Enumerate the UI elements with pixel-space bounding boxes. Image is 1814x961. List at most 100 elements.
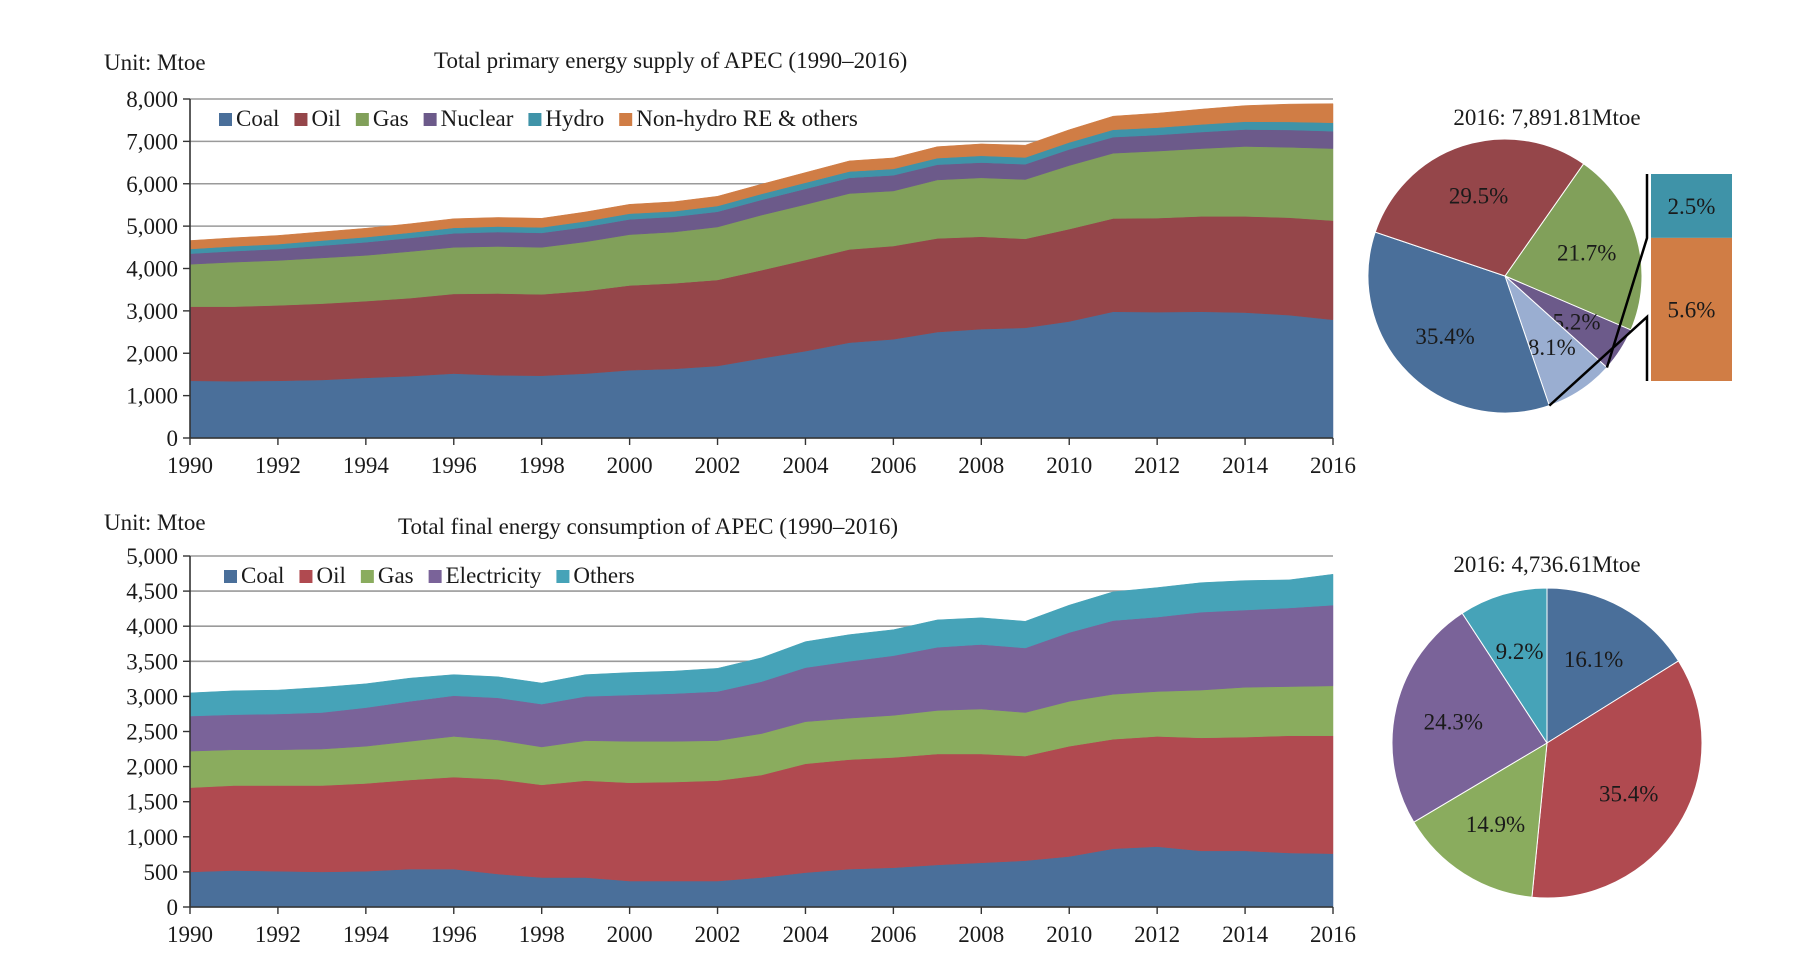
bottom-xtick-label: 1992	[255, 922, 301, 947]
top-legend-label-non-hydro-re-others: Non-hydro RE & others	[636, 106, 858, 131]
top-legend-label-hydro: Hydro	[545, 106, 604, 131]
bottom-xtick-label: 2016	[1310, 922, 1356, 947]
bottom-pie-slice	[1413, 742, 1548, 898]
primary-supply-pie: 2016: 7,891.81Mtoe 21.7%5.2%8.1%35.4%29.…	[1367, 105, 1732, 414]
top-unit-label: Unit: Mtoe	[104, 50, 206, 75]
bottom-pie-slice-label: 24.3%	[1424, 709, 1483, 734]
bottom-ytick-label: 3,500	[126, 649, 178, 674]
top-ytick-label: 7,000	[126, 129, 178, 154]
top-xtick-label: 2014	[1222, 453, 1269, 478]
bottom-xtick-label: 2008	[958, 922, 1004, 947]
bottom-xtick-label: 2010	[1046, 922, 1092, 947]
top-legend-label-nuclear: Nuclear	[441, 106, 514, 131]
bottom-xtick-label: 2012	[1134, 922, 1180, 947]
top-xtick-label: 2016	[1310, 453, 1356, 478]
top-xtick-label: 2006	[870, 453, 916, 478]
bottom-ytick-label: 4,500	[126, 579, 178, 604]
top-xtick-label: 2000	[607, 453, 653, 478]
top-xtick-label: 1990	[167, 453, 213, 478]
bottom-legend: Coal Oil Gas Electricity Others	[224, 563, 635, 588]
bottom-xtick-label: 1994	[343, 922, 390, 947]
bottom-xtick-label: 2004	[782, 922, 829, 947]
top-xtick-label: 2010	[1046, 453, 1092, 478]
top-ytick-label: 2,000	[126, 341, 178, 366]
bottom-ytick-label: 2,500	[126, 720, 178, 745]
top-legend-swatch-hydro	[528, 113, 542, 126]
bottom-xtick-label: 2002	[695, 922, 741, 947]
top-pie-slice-label: 35.4%	[1415, 324, 1474, 349]
top-pie-slice-label: 8.1%	[1528, 335, 1576, 360]
bottom-xtick-label: 1998	[519, 922, 565, 947]
bottom-pie-slice-label: 14.9%	[1466, 812, 1525, 837]
bottom-ytick-label: 4,000	[126, 614, 178, 639]
bottom-ytick-label: 500	[144, 860, 179, 885]
final-consumption-pie: 2016: 4,736.61Mtoe 16.1% 35.4% 14.9% 24.3% 9…	[1391, 552, 1703, 899]
bottom-xtick-label: 1996	[431, 922, 477, 947]
top-pie-slice	[1367, 231, 1550, 414]
bottom-xtick-label: 2000	[607, 922, 653, 947]
bottom-legend-label-electricity: Electricity	[446, 563, 542, 588]
bottom-legend-swatch-coal	[224, 570, 237, 583]
bottom-chart-title: Total final energy consumption of APEC (…	[398, 514, 898, 539]
top-ytick-label: 4,000	[126, 257, 178, 282]
top-pie-slices: 21.7%5.2%8.1%35.4%29.5%	[1367, 138, 1643, 414]
bottom-xtick-label: 2006	[870, 922, 916, 947]
bottom-pie-slice-label: 9.2%	[1496, 639, 1544, 664]
bottom-legend-swatch-electricity	[428, 570, 442, 583]
top-legend-swatch-non-hydro-re-others	[619, 113, 633, 126]
top-ytick-label: 0	[167, 426, 179, 451]
bottom-ytick-label: 2,000	[126, 755, 178, 780]
bottom-pie-slice-label: 35.4%	[1599, 782, 1658, 807]
bottom-legend-swatch-gas	[360, 570, 374, 583]
top-xtick-label: 2002	[695, 453, 741, 478]
bottom-unit-label: Unit: Mtoe	[104, 510, 206, 535]
bottom-legend-label-others: Others	[573, 563, 634, 588]
top-ytick-label: 6,000	[126, 172, 178, 197]
top-pie-title: 2016: 7,891.81Mtoe	[1453, 105, 1640, 130]
final-consumption-area-chart: Unit: Mtoe Total final energy consumptio…	[104, 510, 1356, 947]
top-pie-slice-label: 21.7%	[1557, 241, 1616, 266]
bottom-legend-label-gas: Gas	[378, 563, 414, 588]
bottom-pie-title: 2016: 4,736.61Mtoe	[1453, 552, 1640, 577]
top-pie-slice	[1374, 138, 1585, 277]
top-pie-slice	[1504, 163, 1643, 331]
bottom-ytick-label: 3,000	[126, 684, 178, 709]
bottom-legend-swatch-others	[556, 570, 570, 583]
bottom-xtick-label: 1990	[167, 922, 213, 947]
top-pie-breakdown-label: 2.5%	[1668, 194, 1716, 219]
top-xtick-label: 1992	[255, 453, 301, 478]
bottom-ytick-label: 1,500	[126, 790, 178, 815]
bottom-legend-label-coal: Coal	[241, 563, 284, 588]
bottom-area-series	[189, 573, 1334, 908]
top-pie-connector-line	[1605, 174, 1649, 368]
top-legend-swatch-oil	[294, 113, 308, 126]
bottom-ytick-label: 1,000	[126, 825, 178, 850]
top-pie-breakdown-label: 5.6%	[1668, 297, 1716, 322]
bottom-axes: 0 500 1,000 1,500 2,000 2,500 3,000 3,500 4,000 4…	[126, 544, 1356, 947]
top-pie-connector-line	[1548, 314, 1649, 407]
bottom-pie-slice	[1546, 587, 1680, 744]
bottom-legend-swatch-oil	[299, 570, 313, 583]
top-ytick-label: 1,000	[126, 384, 178, 409]
top-xtick-label: 2012	[1134, 453, 1180, 478]
bottom-legend-label-oil: Oil	[316, 563, 345, 588]
bottom-pie-slice	[1531, 660, 1703, 899]
top-legend-swatch-gas	[355, 113, 369, 126]
top-chart-title: Total primary energy supply of APEC (199…	[434, 48, 907, 73]
top-ytick-label: 5,000	[126, 214, 178, 239]
top-legend-swatch-nuclear	[423, 113, 437, 126]
top-xtick-label: 2008	[958, 453, 1004, 478]
top-area-series	[189, 103, 1334, 439]
top-area-non-hydro-re-others	[189, 103, 1334, 250]
bottom-area-others	[189, 573, 1334, 717]
top-pie-breakdown-bar: 2.5% 5.6%	[1548, 174, 1732, 407]
top-legend-label-coal: Coal	[236, 106, 279, 131]
primary-supply-area-chart: Unit: Mtoe Total primary energy supply o…	[104, 48, 1356, 478]
bottom-ytick-label: 0	[167, 895, 179, 920]
top-legend-label-oil: Oil	[311, 106, 340, 131]
bottom-pie-slices: 16.1% 35.4% 14.9% 24.3% 9.2%	[1391, 587, 1703, 899]
top-xtick-label: 1998	[519, 453, 565, 478]
bottom-xtick-label: 2014	[1222, 922, 1269, 947]
top-xtick-label: 2004	[782, 453, 829, 478]
